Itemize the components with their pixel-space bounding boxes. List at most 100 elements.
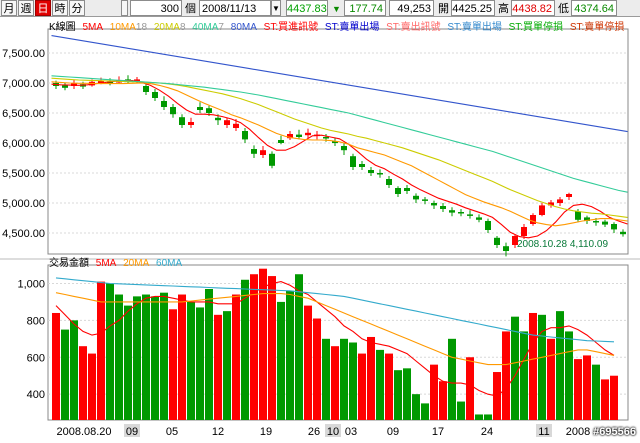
candle-body <box>458 212 464 214</box>
candle-body <box>62 85 68 88</box>
kline-ma-line-80ma <box>51 35 628 133</box>
volume-bar <box>97 281 105 420</box>
legend-ma10: 10MA18 <box>110 22 147 33</box>
volume-bar <box>484 414 492 420</box>
volume-bar <box>115 294 123 420</box>
candle-body <box>476 217 482 220</box>
volume-bar <box>331 346 339 420</box>
x-axis-tick: 09 <box>387 426 399 438</box>
volume-legend: 交易金額 5MA 20MA 60MA <box>49 254 186 269</box>
candle-body <box>602 221 608 225</box>
volume-bar <box>232 294 240 420</box>
legend-st-short-exit: ST:賣單出場 <box>447 22 502 33</box>
volume-bar <box>160 292 168 420</box>
volume-bar <box>79 346 87 420</box>
legend-ma40: 40MA7 <box>192 22 224 33</box>
x-axis-tick: 12 <box>212 426 224 438</box>
open-label: 開 <box>438 3 449 15</box>
count-spinner[interactable] <box>121 0 128 16</box>
volume-bar <box>187 301 195 420</box>
x-axis-tick: 09 <box>126 426 138 438</box>
candle-body <box>485 221 491 230</box>
candle-body <box>368 170 374 173</box>
volume-bar <box>367 336 375 420</box>
legend-ma40-label: 40MA <box>192 22 219 33</box>
volume-bar <box>295 274 303 420</box>
high-label: 高 <box>498 3 509 15</box>
last-price: 4437.83 <box>286 0 328 16</box>
volume-bar <box>457 401 465 420</box>
candle-body <box>494 237 500 245</box>
kline-chart[interactable]: 7,500.00 7,000.00 6,500.00 6,000.00 5,500.00… <box>0 17 640 440</box>
volume-bar <box>538 314 546 420</box>
candle-body <box>422 199 428 201</box>
volume-bar <box>592 364 600 420</box>
candle-body <box>188 122 194 125</box>
x-tick-highlight <box>124 424 140 437</box>
volume-bar <box>547 338 555 420</box>
candle-body <box>575 211 581 220</box>
candle-body <box>413 195 419 200</box>
x-tick-highlight <box>536 424 552 437</box>
volume-bar <box>394 370 402 420</box>
period-button-day[interactable]: 日 <box>35 0 51 16</box>
count-input[interactable]: 300 <box>130 0 182 16</box>
candle-body <box>503 246 509 251</box>
chart-area: 7,500.00 7,000.00 6,500.00 6,000.00 5,500.00… <box>0 17 640 440</box>
period-button-week[interactable]: 週 <box>18 0 34 16</box>
volume-bar <box>322 338 330 420</box>
date-input[interactable]: 2008/11/13 <box>199 0 271 16</box>
volume-bar <box>385 353 393 420</box>
candle-body <box>620 231 626 235</box>
period-button-minute[interactable]: 分 <box>69 0 85 16</box>
volume-bar <box>439 381 447 420</box>
candle-body <box>512 236 518 245</box>
volume-bar <box>88 353 96 420</box>
kline-y-tick: 5,000.00 <box>2 198 45 210</box>
x-axis-tick: 11 <box>538 426 549 438</box>
legend-ma20-label: 20MA <box>153 22 180 33</box>
candle-body <box>215 117 221 121</box>
period-button-month[interactable]: 月 <box>1 0 17 16</box>
legend-ma10-label: 10MA <box>109 22 136 33</box>
kline-y-tick: 4,500.00 <box>2 228 45 240</box>
kline-frame <box>47 28 629 255</box>
candle-body <box>134 79 140 82</box>
x-axis-tick: 19 <box>260 426 272 438</box>
candle-body <box>611 224 617 230</box>
volume-bar <box>241 279 249 420</box>
x-axis-tick: 17 <box>432 426 444 438</box>
legend-st-sell-stop: ST:賣單停損 <box>569 22 625 33</box>
volume-ma-line-60ma <box>55 277 615 343</box>
candle-body <box>242 131 248 140</box>
x-axis-tick: 2008.08.20 <box>56 426 111 438</box>
volume-bar <box>574 359 582 420</box>
x-tick-highlight <box>325 424 341 437</box>
x-axis-tick: 05 <box>166 426 178 438</box>
candle-body <box>233 123 239 128</box>
kline-y-tick: 5,500.00 <box>2 168 45 180</box>
volume-bar <box>250 274 258 420</box>
volume-bar <box>466 357 474 420</box>
volume-bar <box>124 305 132 420</box>
candle-body <box>143 86 149 92</box>
legend-vol-ma20: 20MA <box>123 258 150 269</box>
volume-bar <box>178 294 186 420</box>
candle-body <box>269 153 275 166</box>
volume-y-tick: 600 <box>27 352 45 364</box>
period-button-hour[interactable]: 時 <box>52 0 68 16</box>
kline-ma-line-20ma <box>51 77 628 218</box>
volume-value: 49,253 <box>389 0 434 16</box>
kline-ma-line-5ma <box>51 80 628 239</box>
volume-bar <box>106 283 114 420</box>
volume-bar <box>412 394 420 420</box>
candle-body <box>170 107 176 115</box>
date-dropdown-button[interactable]: ▼ <box>271 0 281 16</box>
volume-title: 交易金額 <box>49 258 89 269</box>
candle-body <box>206 108 212 113</box>
change-arrow-icon: ▼ <box>332 4 341 14</box>
x-axis-tick: 03 <box>345 426 357 438</box>
candle-body <box>323 137 329 139</box>
volume-bar <box>133 296 141 420</box>
x-axis-tick: 10 <box>327 426 339 438</box>
